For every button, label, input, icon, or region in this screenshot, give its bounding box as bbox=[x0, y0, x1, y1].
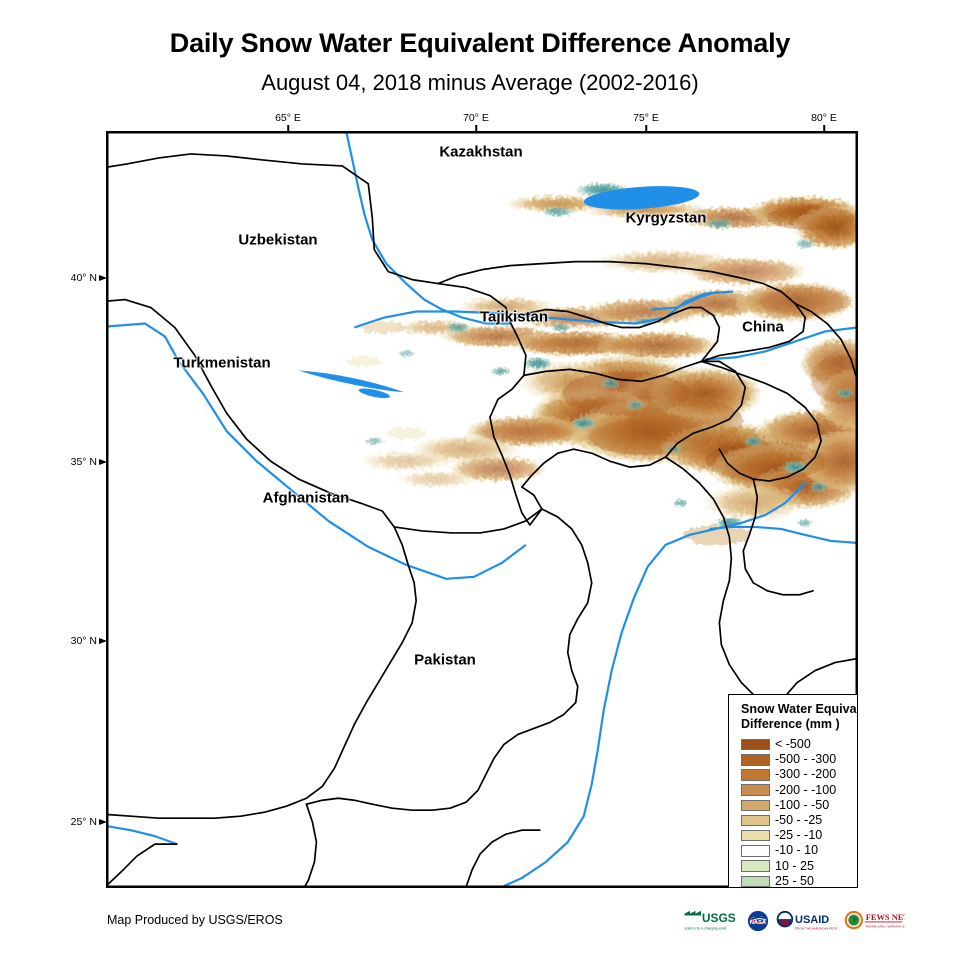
lon-tick-65e bbox=[287, 125, 289, 132]
lat-label-35n: 35° N bbox=[70, 456, 97, 468]
lat-tick-25n bbox=[99, 819, 107, 825]
river-indus-tributary bbox=[709, 525, 857, 545]
usgs-logo[interactable]: USGS science for a changing world bbox=[683, 910, 741, 932]
lon-label-65e: 65° E bbox=[275, 112, 301, 124]
svg-text:USAID: USAID bbox=[795, 914, 829, 926]
border-kyrgyz-blue bbox=[651, 290, 718, 311]
legend-swatch bbox=[741, 784, 770, 796]
river-helmand bbox=[107, 825, 178, 846]
legend-label: -50 - -25 bbox=[775, 813, 823, 828]
map-canvas[interactable]: Kazakhstan Uzbekistan Kyrgyzstan Turkmen… bbox=[106, 131, 858, 888]
river-naryn bbox=[353, 290, 734, 329]
footer-credit: Map Produced by USGS/EROS bbox=[107, 913, 283, 927]
legend-label: 25 - 50 bbox=[775, 873, 814, 888]
svg-text:FROM THE AMERICAN PEOPLE: FROM THE AMERICAN PEOPLE bbox=[795, 926, 837, 930]
legend-label: -10 - 10 bbox=[775, 843, 819, 858]
legend-entry: -25 - -10 bbox=[741, 828, 857, 843]
usaid-logo[interactable]: USAID FROM THE AMERICAN PEOPLE bbox=[775, 910, 837, 932]
lat-tick-40n bbox=[99, 275, 107, 281]
legend-entry-list: < -500 -500 - -300 -300 - -200 -200 - -100-… bbox=[741, 737, 857, 888]
legend-entry: -50 - -25 bbox=[741, 813, 857, 828]
lake-issyk-kul bbox=[583, 186, 700, 210]
svg-text:NASA: NASA bbox=[750, 920, 766, 926]
legend-swatch bbox=[741, 738, 770, 751]
page-subtitle: August 04, 2018 minus Average (2002-2016… bbox=[261, 70, 699, 95]
lon-label-70e: 70° E bbox=[463, 112, 489, 124]
legend-entry: -500 - -300 bbox=[741, 752, 857, 767]
legend-swatch bbox=[741, 829, 770, 842]
legend-swatch bbox=[741, 769, 770, 781]
lon-tick-75e bbox=[645, 125, 647, 132]
river-amu-darya bbox=[107, 322, 527, 580]
legend-label: -300 - -200 bbox=[775, 767, 837, 782]
river-indus bbox=[501, 482, 806, 887]
legend-swatch bbox=[741, 875, 770, 887]
swe-anomaly-raster bbox=[346, 194, 857, 545]
lat-label-30n: 30° N bbox=[70, 635, 97, 647]
legend-swatch bbox=[741, 860, 770, 872]
legend-label: -200 - -100 bbox=[775, 782, 837, 797]
lat-tick-35n bbox=[99, 459, 107, 465]
country-borders-layer bbox=[107, 153, 857, 887]
svg-text:USGS: USGS bbox=[702, 911, 736, 925]
lon-tick-80e bbox=[823, 125, 825, 132]
svg-text:science for a changing world: science for a changing world bbox=[685, 926, 727, 930]
legend-label: 10 - 25 bbox=[775, 858, 814, 873]
legend-entry: -10 - 10 bbox=[741, 843, 857, 858]
legend-entry: < -500 bbox=[741, 737, 857, 752]
river-tarim bbox=[705, 326, 857, 361]
legend-swatch bbox=[741, 845, 770, 857]
legend-entry: 10 - 25 bbox=[741, 858, 857, 874]
fewsnet-logo[interactable]: FEWS NET FAMINE EARLY WARNING SYSTEMS NE… bbox=[843, 910, 905, 932]
map-legend[interactable]: Snow Water Equivalent Difference (mm ) <… bbox=[728, 694, 857, 888]
legend-entry: -200 - -100 bbox=[741, 782, 857, 798]
legend-swatch bbox=[741, 799, 770, 812]
legend-swatch bbox=[741, 814, 770, 827]
legend-title: Snow Water Equivalent Difference (mm ) bbox=[741, 702, 857, 732]
lat-tick-30n bbox=[99, 638, 107, 644]
lon-tick-70e bbox=[475, 125, 477, 132]
lakes-layer bbox=[298, 186, 700, 399]
legend-label: -500 - -300 bbox=[775, 752, 837, 767]
nasa-logo[interactable]: NASA bbox=[747, 910, 769, 932]
agency-logos: USGS science for a changing world NASA U… bbox=[683, 909, 905, 933]
map-layers bbox=[107, 132, 857, 887]
legend-label: -25 - -10 bbox=[775, 828, 823, 843]
lon-label-75e: 75° E bbox=[633, 112, 659, 124]
svg-text:FEWS NET: FEWS NET bbox=[866, 912, 905, 922]
legend-title-line1: Snow Water Equivalent bbox=[741, 702, 857, 716]
lat-label-25n: 25° N bbox=[70, 816, 97, 828]
lake-aral-remnant bbox=[298, 370, 405, 393]
legend-entry: 25 - 50 bbox=[741, 873, 857, 888]
svg-text:FAMINE EARLY WARNING SYSTEMS N: FAMINE EARLY WARNING SYSTEMS NETWORK bbox=[866, 924, 905, 928]
legend-label: < -500 bbox=[775, 737, 811, 752]
lake-sarygamysh bbox=[358, 388, 390, 399]
lon-label-80e: 80° E bbox=[811, 112, 837, 124]
legend-entry: -300 - -200 bbox=[741, 767, 857, 782]
lat-label-40n: 40° N bbox=[70, 272, 97, 284]
legend-label: -100 - -50 bbox=[775, 797, 830, 812]
legend-title-line2: Difference (mm ) bbox=[741, 717, 840, 731]
legend-entry: -100 - -50 bbox=[741, 797, 857, 813]
page-title: Daily Snow Water Equivalent Difference A… bbox=[169, 28, 791, 58]
legend-swatch bbox=[741, 754, 770, 766]
